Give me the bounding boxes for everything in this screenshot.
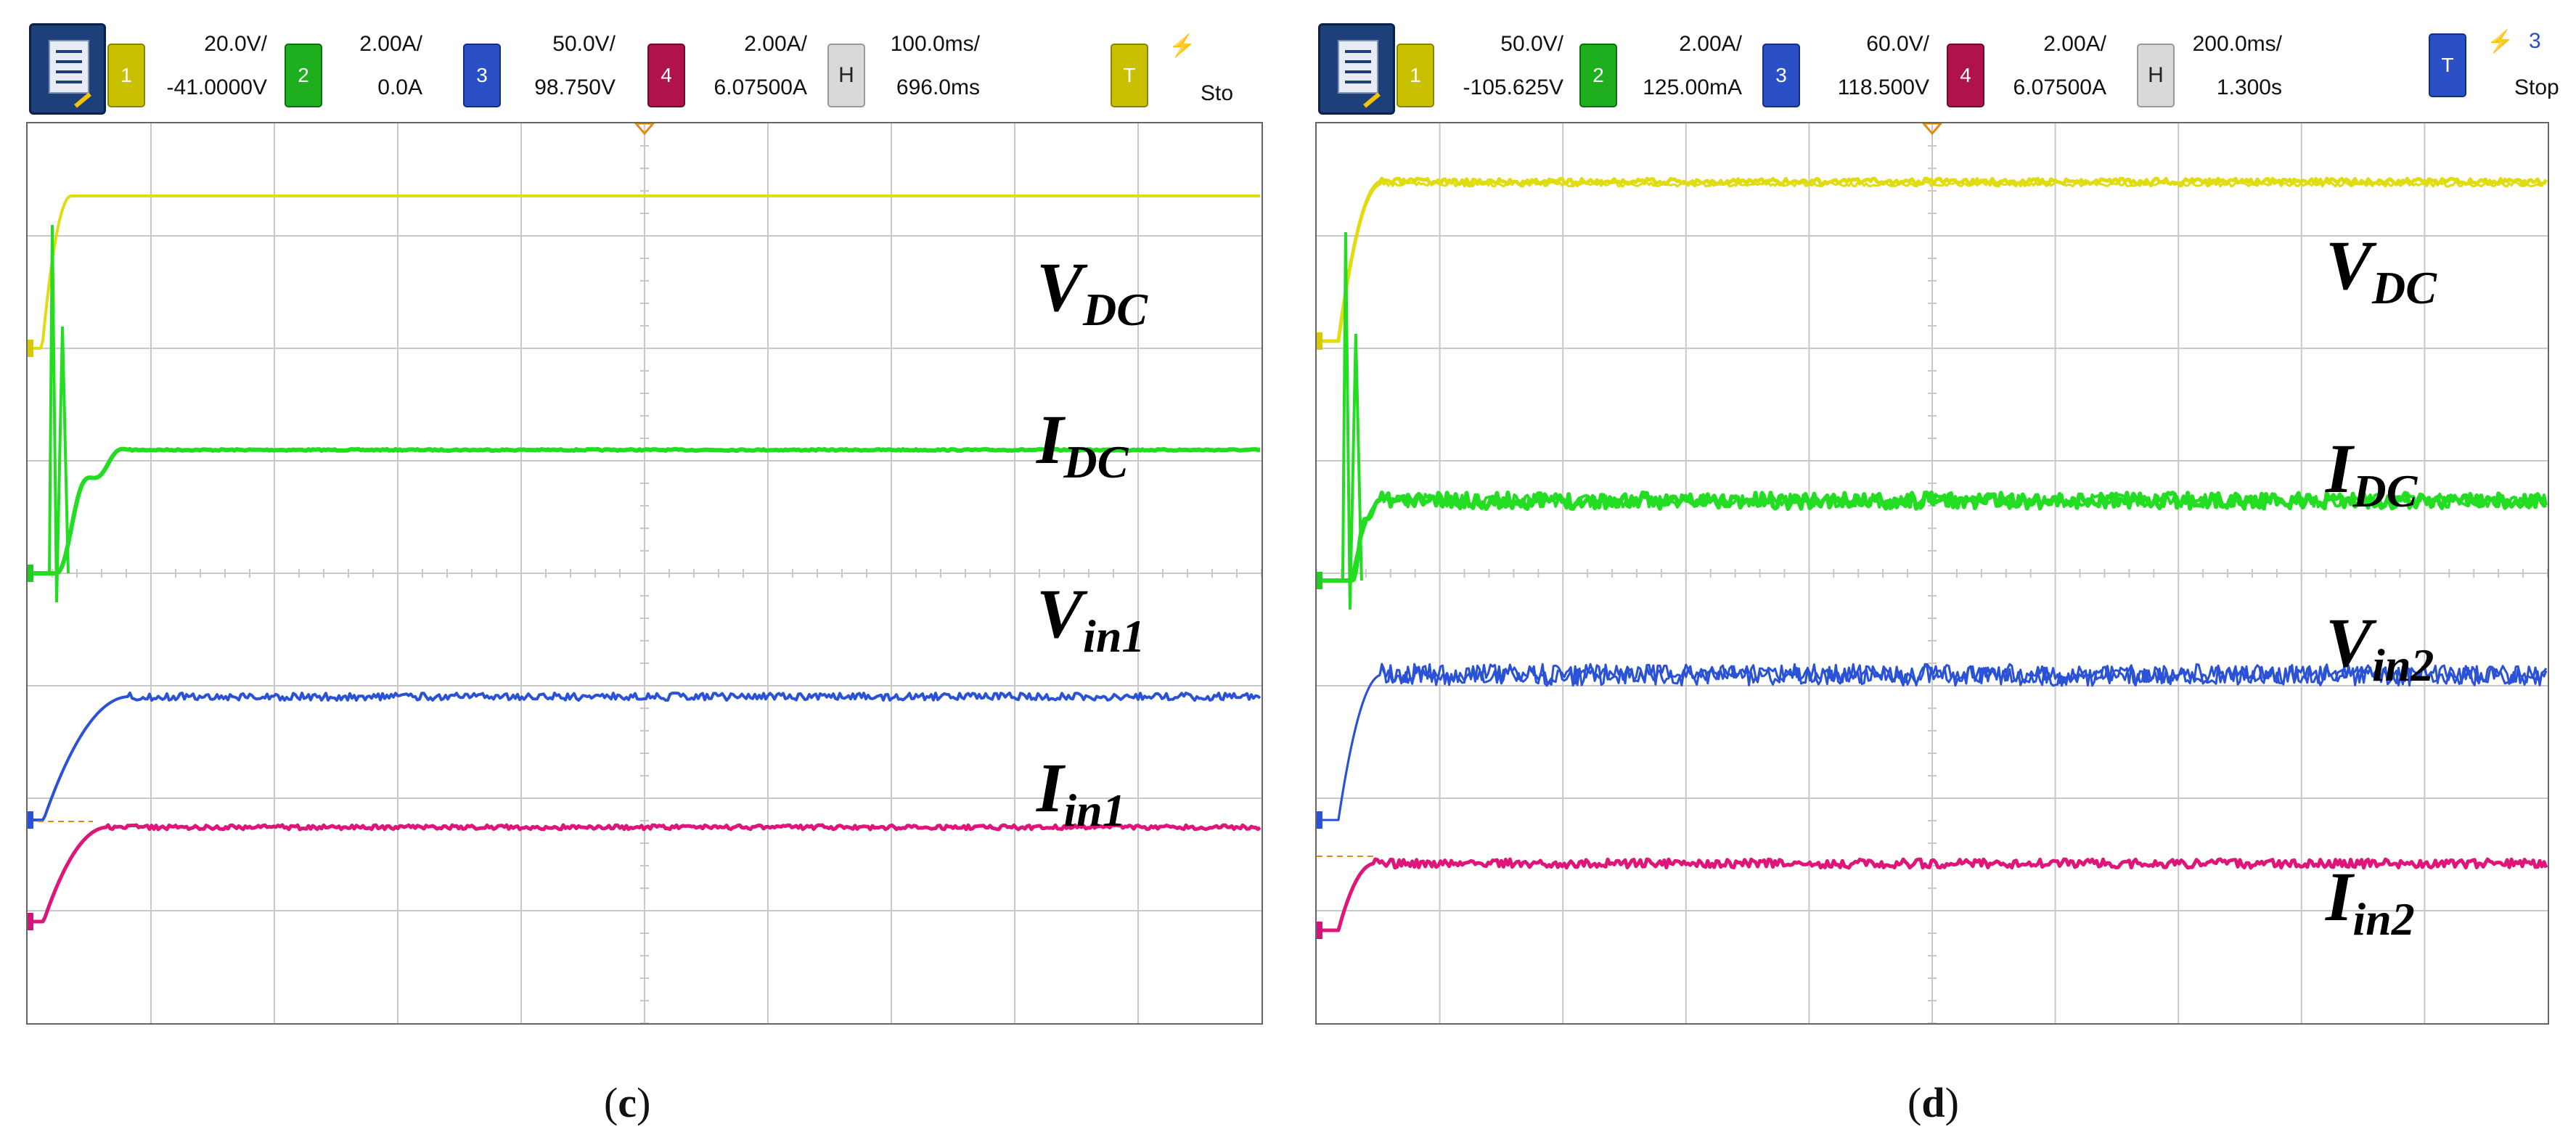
timebase-position: 696.0ms (896, 75, 980, 99)
trace-ch1-vdc-envelope (1317, 181, 2547, 343)
channel-1-scale: 50.0V/ (1500, 32, 1563, 56)
channel-4-offset: 6.07500A (713, 75, 807, 99)
scope-menu-icon[interactable] (1318, 23, 1395, 115)
caption-d: (d) (1908, 1079, 1959, 1126)
channel-ground-marker (1317, 332, 1322, 350)
label-vdc: VDC (1036, 248, 1148, 336)
label-vin1: Vin1 (1036, 575, 1145, 663)
graticule (28, 123, 1262, 1023)
channel-2-readout[interactable]: 2 2.00A/ 125.00mA (1579, 29, 1742, 109)
channel-ground-marker (28, 565, 33, 582)
scope-toolbar: 1 20.0V/ -41.0000V 2 2.00A/ 0.0A 3 50.0V… (0, 0, 1287, 122)
channel-ground-marker (1317, 811, 1322, 829)
channel-4-offset: 6.07500A (2013, 75, 2106, 99)
channel-2-offset: 0.0A (377, 75, 422, 99)
trace-ch2-startup-spike (48, 224, 70, 603)
trigger-edge-icon: ⚡ (1169, 34, 1196, 58)
channel-3-scale: 50.0V/ (552, 32, 616, 56)
channel-4-readout[interactable]: 4 2.00A/ 6.07500A (1947, 29, 2106, 109)
channel-ground-marker (28, 811, 33, 829)
channel-2-scale: 2.00A/ (359, 32, 422, 56)
trace-ch3-vin2-envelope (1317, 665, 2548, 821)
waveform-screen: VDC IDC Vin1 Iin1 (26, 122, 1263, 1025)
scope-panel-d: 1 50.0V/ -105.625V 2 2.00A/ 125.00mA 3 6… (1289, 0, 2576, 1126)
scope-panel-c: 1 20.0V/ -41.0000V 2 2.00A/ 0.0A 3 50.0V… (0, 0, 1287, 1126)
trace-group (28, 194, 1262, 930)
label-iin2: Iin2 (2326, 858, 2415, 946)
channel-3-readout[interactable]: 3 50.0V/ 98.750V (463, 29, 616, 109)
channel-3-badge[interactable]: 3 (463, 44, 501, 107)
channel-4-scale: 2.00A/ (744, 32, 807, 56)
channel-3-scale: 60.0V/ (1866, 32, 1929, 56)
trigger-edge-icon: ⚡ (2487, 30, 2514, 54)
channel-ground-marker (1317, 572, 1322, 589)
trace-ch1-vdc (1317, 176, 2548, 343)
trigger-position-marker (1922, 123, 1942, 136)
channel-ground-marker (1317, 922, 1322, 939)
channel-3-readout[interactable]: 3 60.0V/ 118.500V (1762, 29, 1929, 109)
channel-1-readout[interactable]: 1 50.0V/ -105.625V (1397, 29, 1563, 109)
trigger-badge[interactable]: T (1111, 44, 1148, 107)
trigger-position-marker (634, 123, 655, 136)
trace-group (1317, 176, 2548, 939)
channel-2-offset: 125.00mA (1643, 75, 1742, 99)
channel-1-offset: -105.625V (1463, 75, 1563, 99)
channel-1-badge[interactable]: 1 (1397, 44, 1434, 107)
label-iin1: Iin1 (1036, 749, 1126, 837)
waveform-screen: VDC IDC Vin2 Iin2 (1315, 122, 2549, 1025)
waveform-plot (1317, 123, 2548, 1023)
trace-ch2-startup-spike (1341, 231, 1363, 610)
scope-toolbar: 1 50.0V/ -105.625V 2 2.00A/ 125.00mA 3 6… (1289, 0, 2576, 122)
channel-4-readout[interactable]: 4 2.00A/ 6.07500A (647, 29, 807, 109)
timebase-position: 1.300s (2216, 75, 2282, 99)
trace-ch2-idc (28, 446, 1261, 576)
timebase-readout[interactable]: H 100.0ms/ 696.0ms (827, 29, 980, 109)
channel-3-offset: 118.500V (1837, 75, 1929, 99)
trace-ch4-iin1 (28, 823, 1262, 924)
timebase-badge[interactable]: H (2137, 44, 2175, 107)
label-vin2: Vin2 (2326, 604, 2434, 692)
label-idc: IDC (1036, 401, 1129, 488)
channel-4-scale: 2.00A/ (2043, 32, 2106, 56)
channel-3-offset: 98.750V (534, 75, 616, 99)
channel-1-offset: -41.0000V (166, 75, 267, 99)
channel-2-badge[interactable]: 2 (285, 44, 322, 107)
trace-ch4-iin2 (1317, 857, 2548, 932)
channel-3-badge[interactable]: 3 (1762, 44, 1800, 107)
acquisition-status: Sto (1201, 81, 1234, 105)
channel-2-readout[interactable]: 2 2.00A/ 0.0A (285, 29, 422, 109)
channel-2-badge[interactable]: 2 (1579, 44, 1617, 107)
trigger-channel: 3 (2529, 29, 2541, 53)
timebase-readout[interactable]: H 200.0ms/ 1.300s (2137, 29, 2282, 109)
trace-ch1-vdc (28, 194, 1260, 350)
caption-c: (c) (604, 1079, 651, 1126)
graticule (1317, 123, 2548, 1023)
channel-ground-marker (28, 913, 33, 930)
channel-4-badge[interactable]: 4 (647, 44, 685, 107)
label-vdc: VDC (2326, 226, 2437, 314)
timebase-badge[interactable]: H (827, 44, 865, 107)
channel-ground-marker (28, 340, 33, 357)
timebase-scale: 100.0ms/ (890, 32, 980, 56)
waveform-plot (28, 123, 1262, 1023)
trace-ch2-idc-envelope (1317, 493, 2548, 582)
trace-ch3-vin1 (28, 692, 1262, 821)
channel-1-badge[interactable]: 1 (107, 44, 145, 107)
trigger-badge[interactable]: T (2429, 33, 2466, 97)
channel-4-badge[interactable]: 4 (1947, 44, 1984, 107)
scope-menu-icon[interactable] (29, 23, 106, 115)
label-idc: IDC (2326, 430, 2418, 517)
timebase-scale: 200.0ms/ (2192, 32, 2282, 56)
channel-2-scale: 2.00A/ (1679, 32, 1742, 56)
channel-1-scale: 20.0V/ (204, 32, 267, 56)
channel-1-readout[interactable]: 1 20.0V/ -41.0000V (107, 29, 267, 109)
acquisition-status: Stop (2514, 75, 2559, 99)
